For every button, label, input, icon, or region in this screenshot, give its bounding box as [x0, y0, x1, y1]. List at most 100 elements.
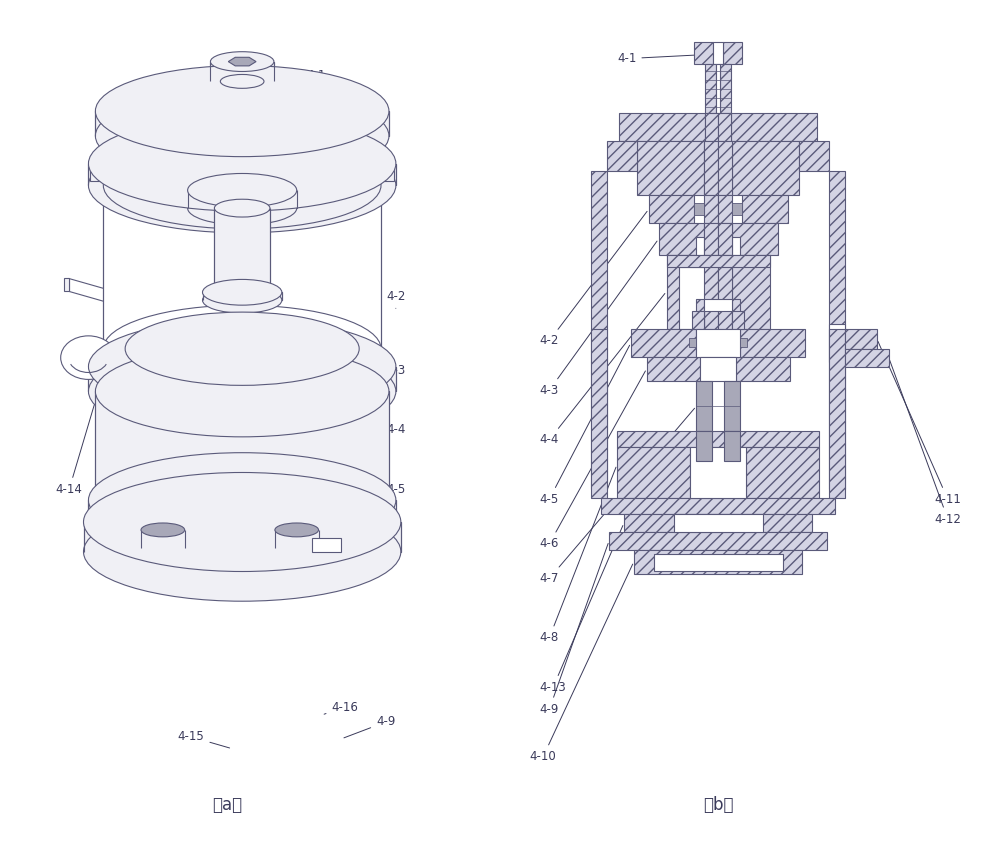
Bar: [591, 329, 607, 498]
Bar: [125, 349, 359, 367]
Text: 4-4: 4-4: [275, 423, 405, 437]
Bar: [634, 550, 802, 574]
Text: 4-3: 4-3: [540, 241, 657, 397]
Bar: [696, 381, 712, 431]
Ellipse shape: [125, 312, 359, 385]
Ellipse shape: [188, 191, 297, 225]
Text: 4-4: 4-4: [540, 293, 665, 446]
Bar: [696, 431, 712, 460]
Text: 4-11: 4-11: [878, 341, 961, 506]
Text: 4-5: 4-5: [364, 483, 405, 496]
Ellipse shape: [214, 283, 270, 301]
Bar: [88, 164, 396, 185]
Bar: [591, 170, 607, 489]
Text: 4-6: 4-6: [540, 371, 645, 550]
Bar: [718, 255, 732, 329]
Text: 4-14: 4-14: [56, 360, 108, 496]
Ellipse shape: [84, 472, 401, 572]
Bar: [88, 367, 396, 391]
Bar: [718, 223, 732, 255]
Bar: [220, 82, 264, 111]
Ellipse shape: [275, 541, 319, 555]
Bar: [674, 514, 763, 532]
Bar: [609, 532, 827, 550]
Bar: [195, 136, 290, 164]
Bar: [679, 266, 730, 329]
Bar: [689, 338, 696, 346]
Bar: [716, 63, 720, 113]
Ellipse shape: [61, 336, 116, 379]
Ellipse shape: [103, 142, 381, 229]
Ellipse shape: [202, 287, 282, 313]
Bar: [214, 208, 270, 293]
Bar: [704, 223, 718, 255]
Bar: [731, 113, 817, 141]
Bar: [667, 255, 770, 266]
Text: 4-9: 4-9: [344, 716, 395, 738]
Bar: [705, 113, 718, 141]
Bar: [705, 63, 716, 113]
Ellipse shape: [214, 199, 270, 217]
Bar: [654, 554, 783, 571]
Bar: [647, 357, 700, 381]
Bar: [692, 311, 704, 329]
Bar: [829, 170, 845, 489]
Bar: [84, 522, 401, 551]
Bar: [742, 196, 788, 223]
Ellipse shape: [210, 72, 274, 91]
Text: 4-7: 4-7: [540, 408, 695, 585]
Bar: [210, 62, 274, 82]
Bar: [720, 63, 731, 113]
Bar: [649, 196, 694, 223]
Text: 4-9: 4-9: [540, 544, 608, 716]
Bar: [732, 299, 740, 329]
Bar: [704, 196, 718, 223]
Bar: [732, 255, 770, 329]
Bar: [732, 237, 740, 255]
Bar: [829, 324, 845, 362]
Ellipse shape: [95, 90, 389, 181]
Bar: [740, 329, 805, 357]
Ellipse shape: [275, 523, 319, 537]
Text: 4-5: 4-5: [540, 346, 630, 506]
Ellipse shape: [88, 138, 396, 233]
Bar: [64, 278, 69, 292]
Bar: [724, 381, 740, 431]
Bar: [829, 329, 845, 498]
Bar: [90, 168, 110, 181]
Ellipse shape: [88, 319, 396, 414]
Bar: [700, 357, 736, 381]
Text: 4-10: 4-10: [530, 564, 633, 763]
Bar: [617, 447, 690, 498]
Text: 4-15: 4-15: [178, 730, 230, 748]
Ellipse shape: [220, 105, 264, 118]
Bar: [619, 113, 705, 141]
Bar: [95, 391, 389, 500]
Bar: [718, 141, 732, 196]
Ellipse shape: [95, 454, 389, 545]
Ellipse shape: [95, 346, 389, 437]
Bar: [704, 141, 718, 196]
Bar: [617, 431, 819, 447]
Bar: [718, 113, 731, 141]
Text: 4-12: 4-12: [890, 360, 961, 525]
Bar: [704, 255, 718, 329]
Bar: [631, 329, 696, 357]
Bar: [696, 299, 704, 329]
Ellipse shape: [88, 116, 396, 211]
Bar: [740, 338, 747, 346]
Bar: [88, 500, 396, 522]
Ellipse shape: [202, 279, 282, 305]
Bar: [845, 329, 877, 349]
Bar: [724, 431, 740, 460]
Ellipse shape: [220, 74, 264, 89]
Bar: [637, 141, 704, 196]
Text: 4-2: 4-2: [386, 290, 405, 309]
Bar: [704, 299, 732, 311]
Bar: [694, 42, 713, 63]
Ellipse shape: [195, 121, 290, 151]
Bar: [188, 191, 297, 208]
Bar: [374, 168, 394, 181]
Bar: [141, 530, 185, 548]
Bar: [275, 530, 319, 548]
